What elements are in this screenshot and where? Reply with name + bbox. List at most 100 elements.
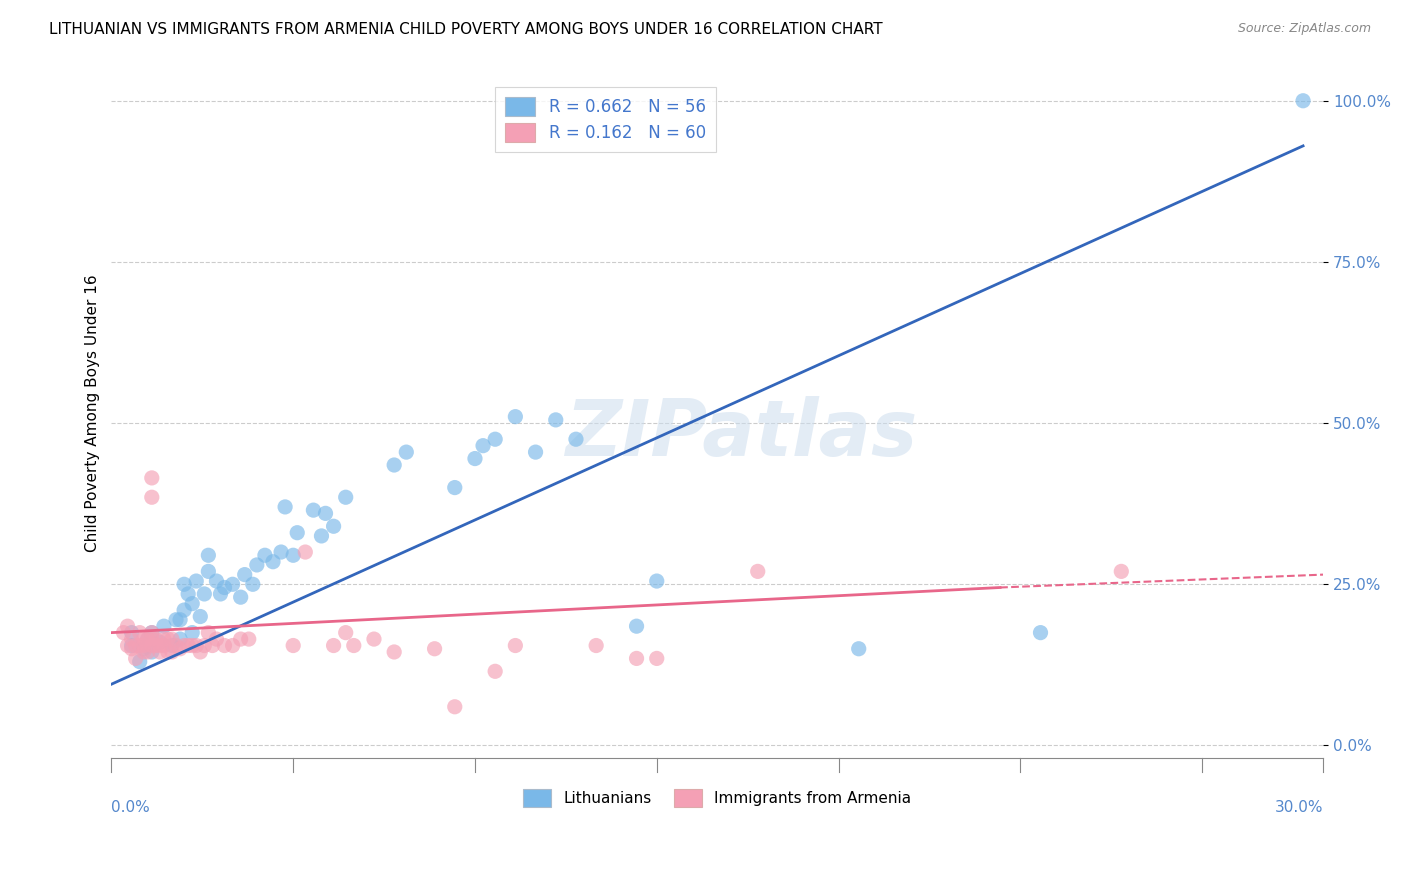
Point xyxy=(484,432,506,446)
Point xyxy=(221,577,243,591)
Point xyxy=(165,613,187,627)
Point xyxy=(585,639,607,653)
Point xyxy=(169,632,191,646)
Point xyxy=(626,619,648,633)
Point xyxy=(197,565,219,579)
Point xyxy=(335,625,357,640)
Point xyxy=(197,548,219,562)
Point xyxy=(274,500,297,514)
Point xyxy=(188,609,211,624)
Point xyxy=(283,639,305,653)
Point xyxy=(160,639,183,653)
Point xyxy=(294,545,316,559)
Point xyxy=(311,529,333,543)
Point xyxy=(1029,625,1052,640)
Point xyxy=(173,577,195,591)
Point xyxy=(141,625,163,640)
Point xyxy=(153,632,176,646)
Point xyxy=(173,603,195,617)
Point xyxy=(382,458,405,472)
Point xyxy=(124,639,146,653)
Point xyxy=(197,625,219,640)
Point xyxy=(285,525,308,540)
Point xyxy=(132,641,155,656)
Point xyxy=(645,651,668,665)
Point xyxy=(136,632,159,646)
Point xyxy=(149,645,172,659)
Point xyxy=(141,632,163,646)
Point xyxy=(141,471,163,485)
Point xyxy=(343,639,366,653)
Point xyxy=(747,565,769,579)
Point xyxy=(121,632,143,646)
Point xyxy=(117,639,139,653)
Point xyxy=(128,655,150,669)
Point xyxy=(128,639,150,653)
Text: Source: ZipAtlas.com: Source: ZipAtlas.com xyxy=(1237,22,1371,36)
Point xyxy=(505,409,527,424)
Point xyxy=(205,632,228,646)
Point xyxy=(149,635,172,649)
Point xyxy=(153,619,176,633)
Point xyxy=(544,413,567,427)
Point xyxy=(565,432,588,446)
Point xyxy=(253,548,276,562)
Point xyxy=(322,519,344,533)
Text: LITHUANIAN VS IMMIGRANTS FROM ARMENIA CHILD POVERTY AMONG BOYS UNDER 16 CORRELAT: LITHUANIAN VS IMMIGRANTS FROM ARMENIA CH… xyxy=(49,22,883,37)
Point xyxy=(221,639,243,653)
Point xyxy=(124,651,146,665)
Point xyxy=(145,632,167,646)
Point xyxy=(229,590,252,604)
Point xyxy=(484,665,506,679)
Point xyxy=(242,577,264,591)
Point xyxy=(141,490,163,504)
Point xyxy=(169,613,191,627)
Point xyxy=(173,639,195,653)
Point xyxy=(121,625,143,640)
Point xyxy=(645,574,668,588)
Point xyxy=(132,632,155,646)
Point xyxy=(145,639,167,653)
Point xyxy=(132,645,155,659)
Point xyxy=(181,639,204,653)
Point xyxy=(186,574,208,588)
Point xyxy=(121,639,143,653)
Point xyxy=(153,639,176,653)
Point xyxy=(186,639,208,653)
Point xyxy=(363,632,385,646)
Point xyxy=(128,625,150,640)
Point xyxy=(160,645,183,659)
Point xyxy=(136,632,159,646)
Point xyxy=(136,645,159,659)
Point xyxy=(423,641,446,656)
Point xyxy=(524,445,547,459)
Legend: Lithuanians, Immigrants from Armenia: Lithuanians, Immigrants from Armenia xyxy=(517,783,917,813)
Point xyxy=(205,574,228,588)
Point xyxy=(181,625,204,640)
Point xyxy=(848,641,870,656)
Point xyxy=(209,587,232,601)
Point xyxy=(283,548,305,562)
Point xyxy=(149,639,172,653)
Point xyxy=(464,451,486,466)
Point xyxy=(472,439,495,453)
Point xyxy=(121,641,143,656)
Text: 0.0%: 0.0% xyxy=(111,800,150,814)
Point xyxy=(302,503,325,517)
Point xyxy=(238,632,260,646)
Point xyxy=(443,699,465,714)
Point xyxy=(188,645,211,659)
Point xyxy=(141,639,163,653)
Point xyxy=(1292,94,1315,108)
Point xyxy=(443,481,465,495)
Point xyxy=(117,619,139,633)
Point xyxy=(201,639,224,653)
Point xyxy=(141,645,163,659)
Point xyxy=(193,639,215,653)
Point xyxy=(156,632,179,646)
Point xyxy=(335,490,357,504)
Point xyxy=(193,587,215,601)
Point xyxy=(132,639,155,653)
Text: ZIPatlas: ZIPatlas xyxy=(565,396,918,472)
Point xyxy=(505,639,527,653)
